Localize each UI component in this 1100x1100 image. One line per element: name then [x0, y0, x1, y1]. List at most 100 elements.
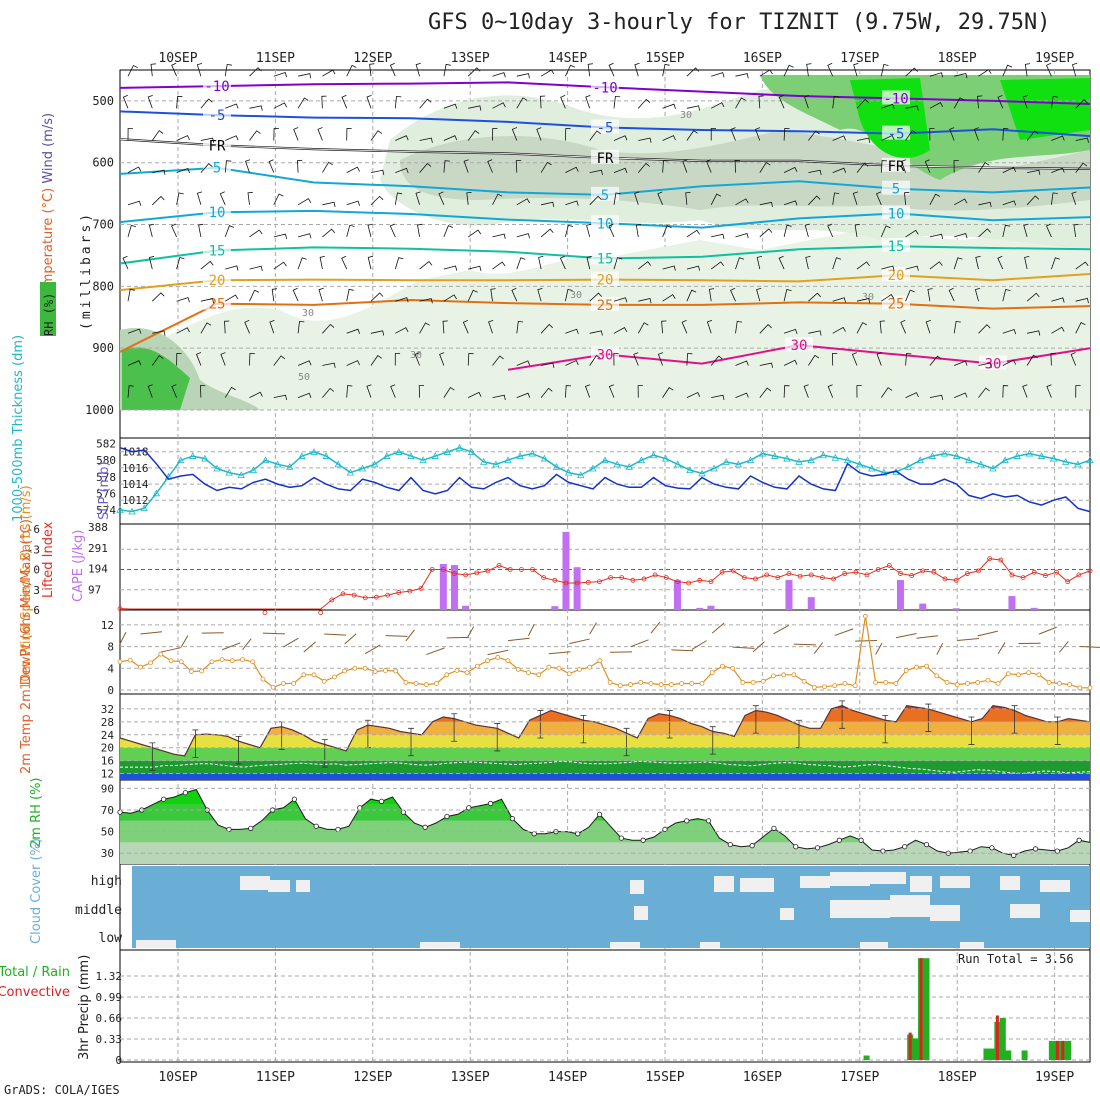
- wind-barb-10m: [262, 632, 285, 635]
- wind-barb: [657, 352, 664, 366]
- wind-barb: [827, 62, 834, 77]
- thickness-marker: [298, 452, 306, 459]
- wind-barb: [366, 95, 372, 109]
- wind-barb: [122, 94, 129, 109]
- thickness-marker: [407, 452, 415, 459]
- contour-label-bg: [882, 90, 910, 105]
- cloud-fill: [420, 942, 460, 948]
- thickness-marker: [637, 456, 646, 464]
- wind-barb: [244, 159, 251, 173]
- wind-speed-marker: [454, 668, 460, 673]
- li-tick-label: -3: [27, 543, 40, 556]
- wind-barb: [322, 69, 336, 77]
- wind-barb: [468, 265, 482, 271]
- wind-barb: [1026, 195, 1040, 206]
- wind-barb: [635, 223, 642, 237]
- thickness-marker: [225, 468, 233, 476]
- wind-barb: [783, 224, 792, 237]
- thickness-marker: [746, 456, 755, 464]
- wind-speed-marker: [260, 676, 266, 682]
- temp-minmax-bar: [580, 714, 587, 744]
- wind-barb: [1002, 200, 1017, 206]
- thickness-marker: [152, 489, 161, 497]
- wind-barb-10m: [405, 629, 415, 642]
- thickness-marker: [1086, 456, 1094, 464]
- wind-barb: [854, 223, 860, 237]
- temp-minmax-bar: [408, 727, 414, 757]
- wind-barb: [249, 105, 263, 111]
- precip-bar-rain: [1005, 1050, 1012, 1060]
- wind-barb-10m: [977, 630, 998, 637]
- rh-marker: [291, 796, 297, 802]
- temperature-contour-label: 20: [597, 273, 614, 289]
- wind-speed-marker: [852, 683, 858, 689]
- wind-speed-marker: [117, 659, 123, 665]
- thickness-marker: [601, 456, 609, 464]
- contour-label-bg: [591, 215, 619, 230]
- contour-label-bg: [785, 337, 813, 352]
- wind-barb: [516, 320, 524, 334]
- wind-speed-marker: [893, 681, 899, 686]
- wind-barb: [171, 62, 177, 77]
- wind-barb: [565, 224, 574, 237]
- wind-barb: [367, 255, 373, 270]
- wind-barb: [366, 384, 372, 398]
- wind-speed-marker: [699, 681, 705, 686]
- cloud-fill: [630, 880, 644, 894]
- slp-ylabel: SLP (mb): [97, 461, 112, 520]
- precip-bar-rain: [912, 1038, 919, 1060]
- rh-shade-low: [120, 230, 1090, 410]
- rh-marker: [880, 848, 886, 854]
- wind-barb: [273, 394, 287, 400]
- temp-tick-label: 32: [101, 703, 114, 716]
- rh-marker: [1076, 837, 1082, 843]
- cape-tick-label: 291: [88, 542, 108, 555]
- rh-marker: [989, 845, 995, 851]
- wind-barb: [1045, 223, 1052, 238]
- wind-tick-label: 8: [107, 641, 114, 654]
- wind-barb: [152, 330, 166, 336]
- thickness-marker: [613, 460, 621, 468]
- wind-speed-marker: [280, 681, 286, 686]
- wind-barb: [613, 192, 621, 205]
- thickness-marker: [868, 464, 876, 472]
- wind-barb: [176, 297, 190, 303]
- wind-barb: [953, 160, 959, 173]
- wind-barb: [127, 328, 142, 334]
- wind-barb: [1027, 330, 1041, 336]
- lifted-index-marker: [987, 556, 993, 562]
- wind-barb: [225, 265, 239, 271]
- wind-barb-10m: [1058, 641, 1069, 653]
- precip-bar-rain: [983, 1048, 990, 1060]
- wind-barb-10m: [344, 633, 357, 645]
- wind-speed-marker: [270, 684, 276, 690]
- wind-barb-10m: [507, 637, 530, 642]
- lifted-index-marker: [652, 572, 658, 578]
- thickness-tick-label: 578: [96, 471, 116, 484]
- wind-barb: [686, 67, 700, 77]
- slp-tick-label: 1014: [122, 478, 149, 491]
- wind-barb: [661, 320, 667, 334]
- pressure-tick-label: 800: [92, 279, 114, 293]
- wind-barb: [468, 391, 482, 398]
- wind-barb: [419, 261, 433, 270]
- pressure-ylabel: (millibars): [79, 211, 94, 330]
- wind-barb: [613, 167, 628, 173]
- wind-barb: [341, 255, 348, 270]
- x-tick-label-top: 10SEP: [158, 51, 197, 66]
- wind-barb: [147, 95, 153, 109]
- thickness-marker: [904, 462, 912, 470]
- wind-barb: [905, 353, 912, 366]
- contour-label-bg: [882, 267, 910, 282]
- wind-barb-10m: [180, 635, 189, 648]
- wind-barb: [1051, 257, 1060, 270]
- wind-barb-10m: [283, 637, 299, 648]
- x-tick-label-top: 11SEP: [256, 51, 295, 66]
- wind-speed-marker: [791, 672, 797, 678]
- wind-barb: [176, 95, 183, 109]
- wind-speed-marker: [474, 663, 480, 669]
- cloud-fill: [610, 942, 640, 948]
- temperature-contour-label: 15: [597, 252, 614, 268]
- thickness-marker: [431, 452, 439, 459]
- cloud-fill: [800, 876, 830, 888]
